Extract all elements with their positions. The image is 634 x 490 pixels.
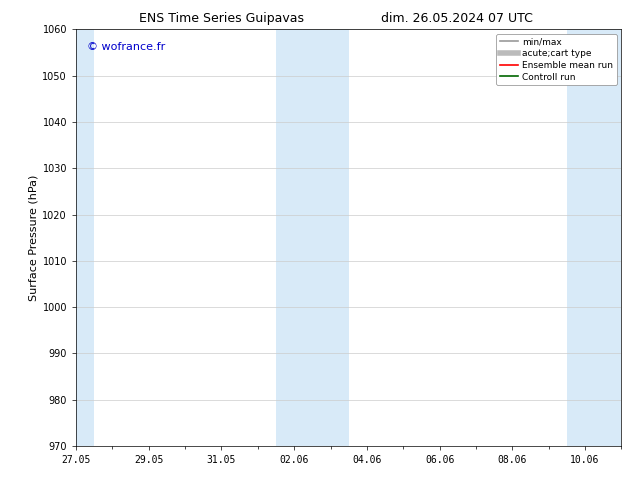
Bar <box>276 29 349 446</box>
Bar <box>58 29 94 446</box>
Legend: min/max, acute;cart type, Ensemble mean run, Controll run: min/max, acute;cart type, Ensemble mean … <box>496 34 617 85</box>
Text: ENS Time Series Guipavas: ENS Time Series Guipavas <box>139 12 304 25</box>
Y-axis label: Surface Pressure (hPa): Surface Pressure (hPa) <box>29 174 38 301</box>
Text: © wofrance.fr: © wofrance.fr <box>87 42 165 52</box>
Bar <box>567 29 621 446</box>
Text: dim. 26.05.2024 07 UTC: dim. 26.05.2024 07 UTC <box>380 12 533 25</box>
